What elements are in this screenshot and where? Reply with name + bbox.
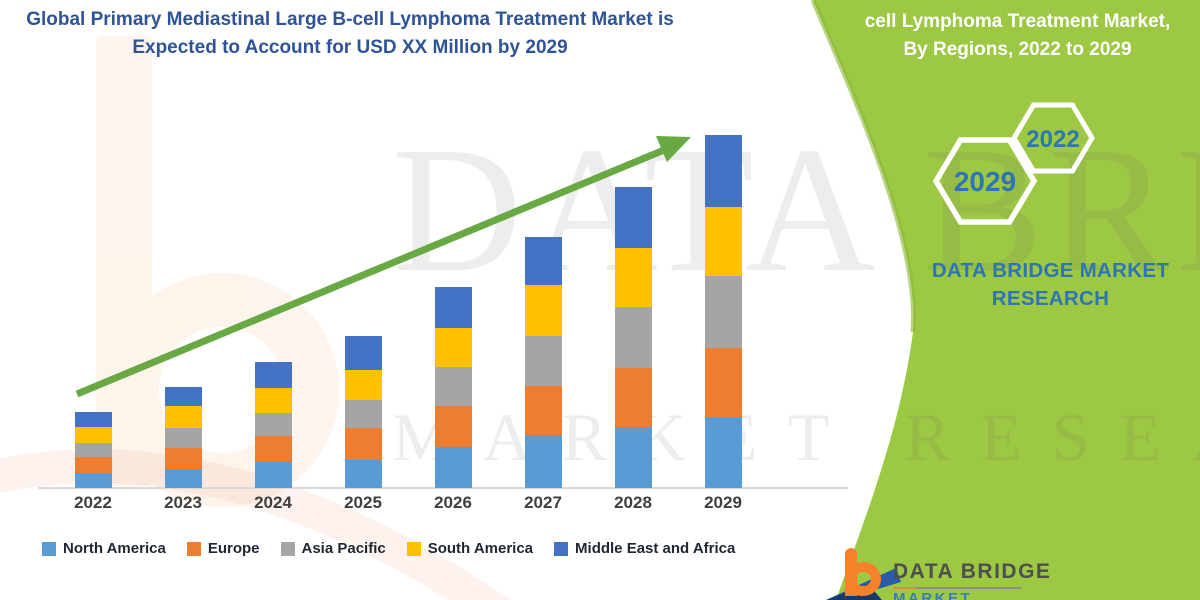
segment-2029-south-america — [704, 207, 742, 276]
segment-2026-asia-pacific — [434, 367, 472, 406]
segment-2023-middle-east-and-africa — [164, 387, 202, 406]
segment-2022-middle-east-and-africa — [74, 412, 112, 427]
hexagon-2029-label: 2029 — [954, 166, 1016, 197]
bar-2029 — [704, 135, 742, 488]
bar-2026 — [434, 287, 472, 488]
segment-2028-north-america — [614, 427, 652, 488]
legend-swatch — [280, 541, 295, 556]
bar-2027 — [524, 237, 562, 488]
segment-2022-north-america — [74, 473, 112, 488]
segment-2027-asia-pacific — [524, 336, 562, 386]
segment-2028-middle-east-and-africa — [614, 187, 652, 248]
segment-2023-europe — [164, 448, 202, 469]
legend-swatch — [186, 541, 201, 556]
segment-2023-north-america — [164, 469, 202, 488]
segment-2027-middle-east-and-africa — [524, 237, 562, 285]
segment-2022-asia-pacific — [74, 443, 112, 457]
x-label-2022: 2022 — [74, 493, 112, 512]
segment-2023-south-america — [164, 406, 202, 428]
x-label-2027: 2027 — [524, 493, 562, 512]
segment-2024-asia-pacific — [254, 413, 292, 436]
segment-2026-middle-east-and-africa — [434, 287, 472, 328]
legend-label: Europe — [207, 540, 260, 557]
segment-2022-europe — [74, 457, 112, 473]
legend-item-europe: Europe — [186, 540, 260, 557]
segment-2025-middle-east-and-africa — [344, 336, 382, 370]
bar-2028 — [614, 187, 652, 488]
x-label-2029: 2029 — [704, 493, 742, 512]
bar-2025 — [344, 336, 382, 488]
segment-2027-south-america — [524, 285, 562, 336]
legend-label: Middle East and Africa — [575, 540, 736, 557]
panel-title: cell Lymphoma Treatment Market, By Regio… — [845, 8, 1190, 63]
segment-2022-south-america — [74, 427, 112, 443]
x-label-2026: 2026 — [434, 493, 472, 512]
legend-label: Asia Pacific — [301, 540, 386, 557]
chart-title: Global Primary Mediastinal Large B-cell … — [15, 6, 685, 61]
segment-2025-south-america — [344, 370, 382, 400]
footer-logo-title: DATA BRIDGE — [893, 560, 1052, 583]
legend-swatch — [406, 541, 421, 556]
panel-title-line2: By Regions, 2022 to 2029 — [903, 38, 1132, 60]
segment-2024-middle-east-and-africa — [254, 362, 292, 388]
legend-label: North America — [63, 540, 166, 557]
segment-2029-europe — [704, 348, 742, 417]
segment-2027-north-america — [524, 435, 562, 488]
segment-2028-south-america — [614, 248, 652, 307]
footer-logo-underline — [893, 587, 1021, 589]
segment-2029-middle-east-and-africa — [704, 135, 742, 207]
footer-logo-tagline-clipped: MARKET RESEARCH — [893, 591, 1068, 600]
segment-2029-asia-pacific — [704, 276, 742, 348]
footer-logo-tagline-text: MARKET RESEARCH — [893, 591, 973, 600]
legend-item-asia-pacific: Asia Pacific — [280, 540, 386, 557]
x-label-2023: 2023 — [164, 493, 202, 512]
bar-2022 — [74, 412, 112, 488]
legend-item-north-america: North America — [42, 540, 166, 557]
panel-brand-text: DATA BRIDGE MARKET RESEARCH — [898, 257, 1200, 312]
chart-title-line2: Expected to Account for USD XX Million b… — [132, 36, 568, 58]
segment-2027-europe — [524, 386, 562, 435]
segment-2026-south-america — [434, 328, 472, 367]
footer-logo-b-bowl — [845, 562, 881, 596]
segment-2024-north-america — [254, 462, 292, 488]
segment-2029-north-america — [704, 417, 742, 488]
x-axis-line — [38, 487, 848, 489]
legend-label: South America — [427, 540, 534, 557]
segment-2024-europe — [254, 436, 292, 462]
x-label-2024: 2024 — [254, 493, 292, 512]
chart-title-line1: Global Primary Mediastinal Large B-cell … — [26, 9, 674, 30]
segment-2028-asia-pacific — [614, 307, 652, 368]
hexagon-2029 — [932, 137, 1038, 225]
segment-2026-north-america — [434, 447, 472, 488]
panel-brand-line2: RESEARCH — [991, 286, 1110, 310]
hexagon-2022-label: 2022 — [1026, 126, 1079, 153]
legend-item-middle-east-and-africa: Middle East and Africa — [554, 540, 735, 557]
legend-swatch — [42, 541, 56, 556]
bar-2023 — [164, 387, 202, 488]
segment-2025-north-america — [344, 460, 382, 488]
segment-2023-asia-pacific — [164, 428, 202, 448]
x-label-2028: 2028 — [614, 493, 652, 512]
segment-2028-europe — [614, 368, 652, 427]
hexagon-2022 — [1011, 102, 1095, 174]
legend-swatch — [554, 541, 569, 556]
legend: North America Europe Asia Pacific South Ame… — [42, 540, 735, 557]
x-label-2025: 2025 — [344, 493, 382, 512]
segment-2024-south-america — [254, 388, 292, 413]
segment-2025-europe — [344, 428, 382, 460]
segment-2025-asia-pacific — [344, 400, 382, 428]
segment-2026-europe — [434, 406, 472, 447]
panel-title-line1: cell Lymphoma Treatment Market, — [864, 11, 1171, 32]
legend-item-south-america: South America — [406, 540, 534, 557]
panel-brand-line1: DATA BRIDGE MARKET — [931, 259, 1170, 282]
bar-2024 — [254, 362, 292, 488]
